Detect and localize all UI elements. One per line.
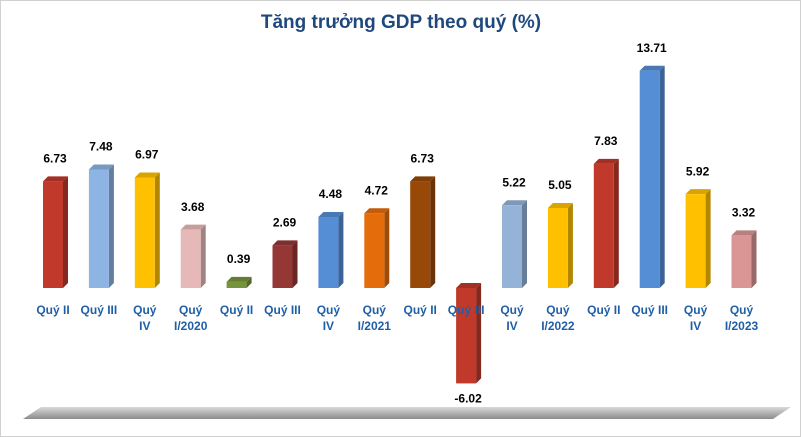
bar-top	[456, 283, 482, 288]
bar	[639, 70, 660, 288]
bar-top	[639, 65, 665, 71]
x-tick-label: Quý III	[447, 303, 485, 317]
bar-side	[476, 283, 482, 384]
bar	[318, 216, 339, 288]
bar-side	[154, 172, 160, 288]
bar	[456, 288, 477, 384]
bar-top	[318, 211, 344, 217]
bar-top	[272, 240, 298, 246]
data-label: 6.73	[411, 152, 435, 166]
bar-side	[63, 176, 68, 288]
x-tick-label: Quý II	[219, 303, 254, 317]
x-tick-label: Quý I/2022	[541, 303, 575, 333]
data-label: 7.48	[89, 140, 113, 154]
x-tick-label: Quý I/2023	[724, 303, 759, 333]
bar	[502, 205, 522, 288]
bar-side	[200, 224, 206, 288]
x-tick-label: Quý III	[264, 303, 301, 317]
x-tick-label: Quý I/2020	[174, 303, 208, 333]
bar-side	[246, 276, 252, 288]
x-tick-label: Quý IV	[133, 303, 157, 333]
bar-side	[659, 65, 665, 288]
x-tick-label: Quý I/2021	[357, 303, 391, 333]
data-label: 5.22	[502, 175, 526, 189]
data-label: 5.92	[686, 164, 710, 178]
x-tick-label: Quý II	[36, 303, 70, 317]
bar	[226, 281, 247, 288]
bar	[685, 194, 706, 288]
bar-side	[292, 240, 298, 288]
x-tick-label: Quý II	[403, 303, 437, 317]
bar-side	[522, 200, 527, 288]
data-label: 4.72	[365, 183, 389, 197]
x-tick-label: Quý III	[631, 303, 669, 317]
x-tick-label: Quý III	[80, 303, 118, 317]
data-label: 0.39	[227, 252, 251, 266]
bar	[364, 213, 385, 288]
data-label: 4.48	[319, 187, 343, 201]
x-tick-label: Quý II	[587, 303, 621, 317]
data-label: 13.71	[637, 41, 667, 55]
bar	[410, 181, 431, 288]
bar	[43, 181, 63, 288]
bar	[88, 169, 109, 288]
bar-top	[88, 164, 114, 170]
data-label: 6.73	[43, 152, 67, 166]
bar-top	[731, 230, 757, 236]
bar	[547, 207, 568, 288]
bar-top	[43, 176, 68, 182]
bar-top	[685, 189, 711, 195]
chart-title: Tăng trưởng GDP theo quý (%)	[261, 12, 541, 33]
bar-side	[430, 176, 436, 288]
bar-side	[751, 230, 757, 288]
bar-top	[134, 172, 160, 178]
floor	[23, 407, 791, 419]
bar-top	[502, 200, 527, 206]
bar-top	[364, 208, 390, 214]
data-label: 5.05	[548, 178, 572, 192]
bar-top	[180, 224, 206, 230]
bar-top	[226, 276, 252, 282]
data-label: 2.69	[273, 216, 297, 230]
bar	[180, 229, 201, 288]
data-label: 3.68	[181, 200, 205, 214]
data-label: 6.97	[135, 148, 159, 162]
bar-top	[410, 176, 436, 182]
x-tick-label: Quý IV	[683, 303, 708, 333]
x-tick-label: Quý IV	[316, 303, 341, 333]
bar	[731, 235, 752, 288]
bar-side	[705, 189, 711, 288]
bar-side	[338, 211, 344, 288]
bar-side	[567, 202, 573, 288]
data-label: 3.32	[732, 206, 756, 220]
bar	[134, 177, 155, 288]
x-tick-label: Quý IV	[500, 303, 524, 333]
bar-side	[384, 208, 390, 288]
data-label: 7.83	[594, 134, 618, 148]
data-label: -6.02	[454, 392, 482, 406]
bar-side	[108, 164, 114, 288]
bar	[593, 163, 614, 288]
bar	[272, 245, 293, 288]
bar-side	[613, 158, 619, 288]
bar-top	[547, 202, 573, 208]
bar-top	[593, 158, 619, 164]
